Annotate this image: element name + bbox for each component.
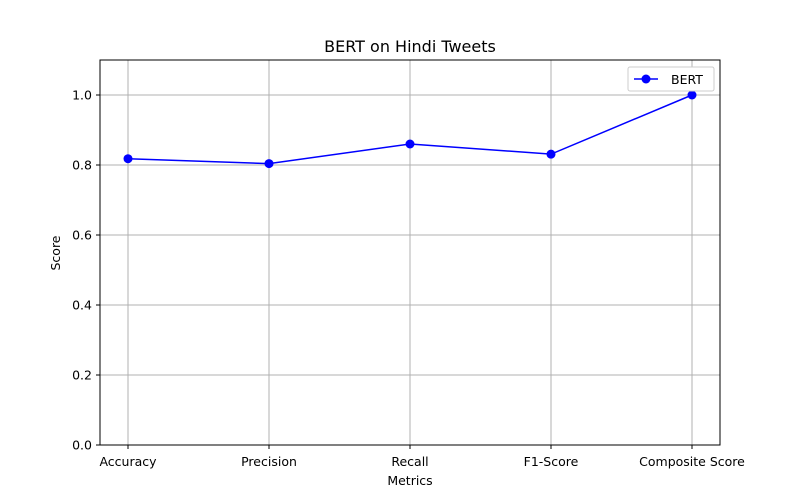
y-tick-label: 0.4 — [72, 298, 92, 313]
data-point-recall — [405, 139, 415, 149]
x-tick-label: Recall — [391, 454, 428, 469]
y-tick-label: 0.6 — [72, 228, 92, 243]
grid — [100, 60, 720, 446]
legend-marker-icon — [641, 74, 651, 84]
x-tick-label: Precision — [241, 454, 297, 469]
x-tick-label: Composite Score — [639, 454, 745, 469]
x-tick-label: Accuracy — [99, 454, 157, 469]
chart-title: BERT on Hindi Tweets — [324, 37, 496, 56]
y-tick-label: 1.0 — [72, 88, 92, 103]
axes: Accuracy Precision Recall F1-Score Composite… — [72, 59, 745, 469]
x-axis-label: Metrics — [387, 473, 432, 488]
legend: BERT — [627, 66, 715, 92]
x-tick-label: F1-Score — [524, 454, 579, 469]
y-tick-label: 0.2 — [72, 368, 92, 383]
data-point-composite-score — [687, 90, 697, 100]
legend-label: BERT — [671, 72, 703, 87]
data-point-accuracy — [123, 154, 133, 164]
y-tick-label: 0.0 — [72, 438, 92, 453]
y-axis-label: Score — [48, 235, 63, 270]
data-point-precision — [264, 159, 274, 169]
y-tick-label: 0.8 — [72, 158, 92, 173]
legend-box — [627, 66, 715, 92]
data-point-f1-score — [546, 149, 556, 159]
series-bert — [123, 90, 697, 169]
